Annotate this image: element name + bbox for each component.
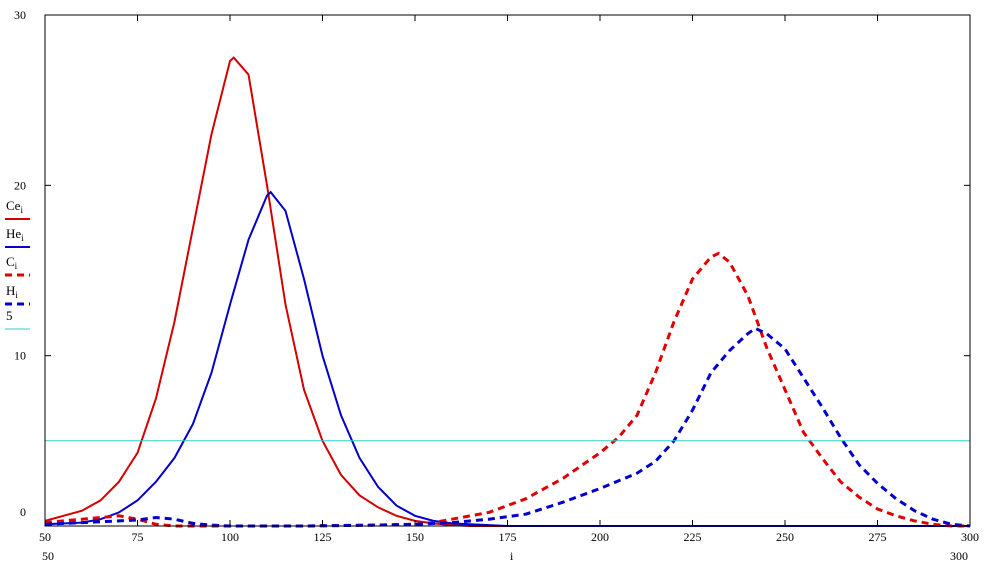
series-line-h (44, 326, 971, 528)
series-line-he (44, 190, 970, 527)
y-tick-label: 20 (14, 178, 26, 192)
legend-name: He (6, 226, 21, 241)
x-tick-label: 150 (406, 530, 424, 544)
y-tick-label: 0 (20, 505, 26, 519)
legend-label-h: Hi (6, 283, 18, 300)
x-tick-label: 50 (39, 530, 51, 544)
legend-subscript: i (21, 233, 24, 243)
x-tick-label: 275 (869, 530, 887, 544)
x-tick-label: 125 (314, 530, 332, 544)
legend-name: H (6, 283, 15, 298)
x-tick-label: 250 (776, 530, 794, 544)
x-range-min: 50 (42, 549, 54, 563)
legend-name: Ce (6, 198, 21, 213)
legend-label-c: Ci (6, 254, 18, 271)
legend-label-he: Hei (6, 226, 24, 243)
legend-label-5: 5 (6, 308, 13, 323)
legend-name: 5 (6, 308, 13, 323)
y-tick-label: 10 (14, 349, 26, 363)
x-tick-label: 175 (499, 530, 517, 544)
legend-label-ce: Cei (6, 198, 23, 215)
legend-subscript: i (15, 290, 18, 300)
series-line-ce (44, 56, 970, 527)
x-tick-label: 100 (221, 530, 239, 544)
x-tick-label: 200 (591, 530, 609, 544)
legend-subscript: i (15, 261, 18, 271)
x-tick-label: 300 (961, 530, 979, 544)
y-tick-label: 30 (14, 8, 26, 22)
legend-name: C (6, 254, 15, 269)
x-range-max: 300 (950, 549, 968, 563)
x-tick-label: 225 (684, 530, 702, 544)
x-tick-label: 75 (132, 530, 144, 544)
x-axis-label: i (510, 549, 514, 563)
series-line-c (44, 251, 970, 528)
legend-subscript: i (20, 205, 23, 215)
